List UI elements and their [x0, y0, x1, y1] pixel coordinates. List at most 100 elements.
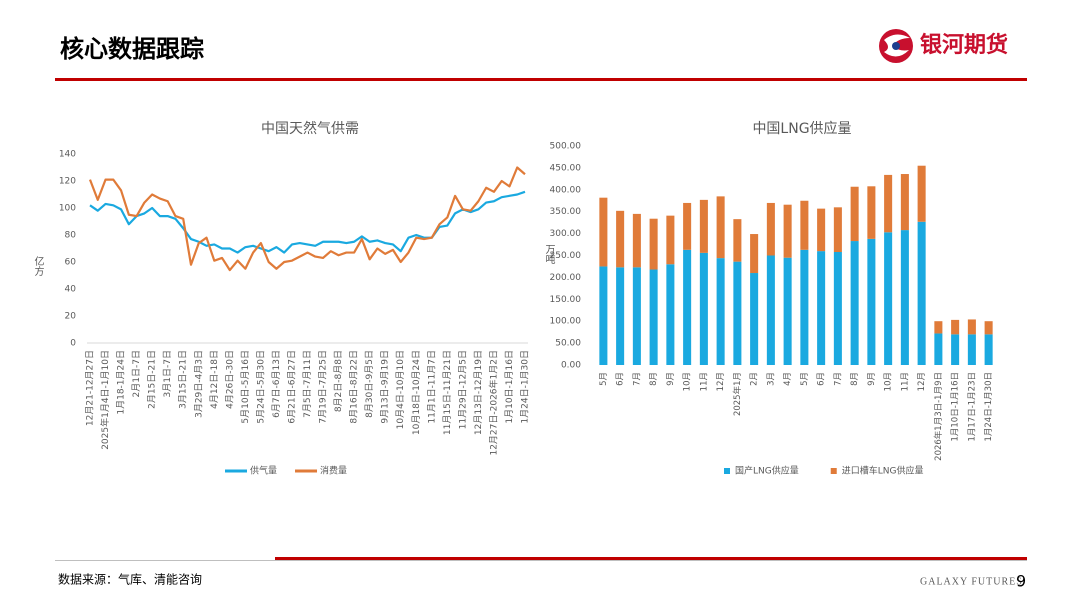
y-tick-label: 50.00: [555, 339, 581, 349]
x-tick-label: 3月29日-4月3日: [193, 350, 204, 418]
bar-segment: [599, 266, 608, 365]
bar-segment: [884, 174, 893, 233]
x-tick-label: 5月24日-5月30日: [255, 350, 266, 424]
bar-segment: [699, 199, 708, 253]
y-tick-label: 300.00: [550, 229, 582, 239]
bar-segment: [733, 219, 742, 262]
source-note: 数据来源：气库、清能咨询: [58, 572, 202, 587]
bar-segment: [951, 334, 960, 365]
x-tick-label: 3月1日-7日: [162, 350, 173, 397]
x-tick-label: 7月19日-7月25日: [318, 350, 329, 424]
y-tick-label: 0.00: [561, 361, 581, 371]
x-tick-label: 3月: [766, 372, 776, 386]
header-rule: [55, 78, 1027, 81]
x-tick-label: 2月: [750, 372, 760, 386]
bar-segment: [750, 234, 759, 274]
bar-segment: [766, 202, 775, 256]
chart-title: 中国天然气供需: [261, 120, 359, 137]
legend-label: 进口槽车LNG供应量: [842, 465, 924, 477]
y-tick-label: 200.00: [550, 273, 582, 283]
x-tick-label: 4月: [783, 372, 793, 386]
y-tick-label: 100: [59, 204, 76, 214]
y-tick-label: 60: [65, 258, 77, 268]
x-tick-label: 11月29日-12月5日: [457, 350, 468, 429]
logo-icon: [879, 29, 913, 63]
bar-segment: [984, 334, 993, 365]
bar-segment: [716, 258, 725, 365]
y-axis-label: 万吨: [543, 244, 555, 264]
y-tick-label: 0: [70, 339, 76, 349]
y-tick-label: 80: [65, 231, 77, 241]
legend-label: 消费量: [320, 465, 347, 477]
bar-segment: [783, 257, 792, 365]
y-tick-label: 450.00: [550, 163, 582, 173]
page-number: 9: [1016, 572, 1026, 591]
bar-segment: [683, 249, 692, 365]
bar-segment: [934, 321, 943, 334]
bar-segment: [683, 202, 692, 250]
x-tick-label: 7月: [833, 372, 843, 386]
bar-segment: [867, 186, 876, 239]
y-tick-label: 140: [59, 150, 76, 160]
y-tick-label: 350.00: [550, 207, 582, 217]
bar-segment: [616, 267, 625, 365]
bar-segment: [766, 255, 775, 365]
x-tick-label: 9月13日-9月19日: [380, 350, 391, 424]
bar-segment: [900, 174, 909, 231]
brand: GALAXY FUTURES: [920, 576, 1023, 587]
x-tick-label: 3月15日-21日: [178, 350, 189, 409]
x-tick-label: 10月: [683, 372, 693, 391]
bar-segment: [632, 213, 641, 268]
x-tick-label: 6月7日-6月13日: [271, 350, 282, 418]
bar-segment: [867, 238, 876, 365]
x-tick-label: 4月26日-30日: [224, 350, 235, 409]
x-tick-label: 7月: [632, 372, 642, 386]
y-tick-label: 40: [65, 285, 77, 295]
y-tick-label: 120: [59, 177, 76, 187]
bar-segment: [833, 207, 842, 252]
x-tick-label: 12月13日-12月19日: [473, 350, 484, 435]
bar-segment: [967, 334, 976, 365]
x-tick-label: 10月: [884, 372, 894, 391]
y-tick-label: 20: [65, 312, 77, 322]
y-tick-label: 500.00: [550, 142, 582, 152]
x-tick-label: 2025年1月4日-1月10日: [99, 350, 111, 450]
bar-segment: [917, 165, 926, 222]
bar-segment: [616, 210, 625, 268]
bar-segment: [666, 264, 675, 365]
bar-segment: [884, 232, 893, 365]
x-tick-label: 8月2日-8月8日: [333, 350, 344, 412]
x-tick-label: 6月: [616, 372, 626, 386]
y-tick-label: 250.00: [550, 251, 582, 261]
logo-text: 银河期货: [920, 32, 1008, 58]
line-series: [88, 166, 526, 272]
bar-segment: [649, 218, 658, 270]
x-tick-label: 9月: [867, 372, 877, 386]
x-tick-label: 2月15日-21日: [147, 350, 158, 409]
y-tick-label: 100.00: [550, 317, 582, 327]
x-tick-label: 11月: [699, 372, 709, 391]
legend-swatch: [830, 468, 837, 474]
x-tick-label: 4月12日-18日: [209, 350, 220, 409]
bar-segment: [716, 196, 725, 259]
bar-segment: [984, 321, 993, 335]
footer-accent: [275, 557, 1027, 560]
legend-label: 国产LNG供应量: [735, 465, 799, 477]
bar-segment: [817, 208, 826, 252]
bar-segment: [632, 267, 641, 365]
y-tick-label: 150.00: [550, 295, 582, 305]
bar-segment: [967, 319, 976, 335]
x-tick-label: 2月1日-7日: [131, 350, 142, 397]
bar-segment: [649, 269, 658, 365]
bar-segment: [783, 204, 792, 258]
legend-label: 供气量: [250, 465, 277, 477]
x-tick-label: 6月21日-6月27日: [286, 350, 297, 424]
x-tick-label: 12月27日-2026年1月2日: [487, 350, 499, 456]
x-tick-label: 11月: [900, 372, 910, 391]
bar-segment: [800, 200, 809, 250]
bar-segment: [833, 251, 842, 365]
x-tick-label: 2025年1月: [732, 372, 743, 416]
y-axis-label: 亿方: [32, 255, 44, 277]
x-tick-label: 1月17日-1月23日: [967, 372, 977, 442]
